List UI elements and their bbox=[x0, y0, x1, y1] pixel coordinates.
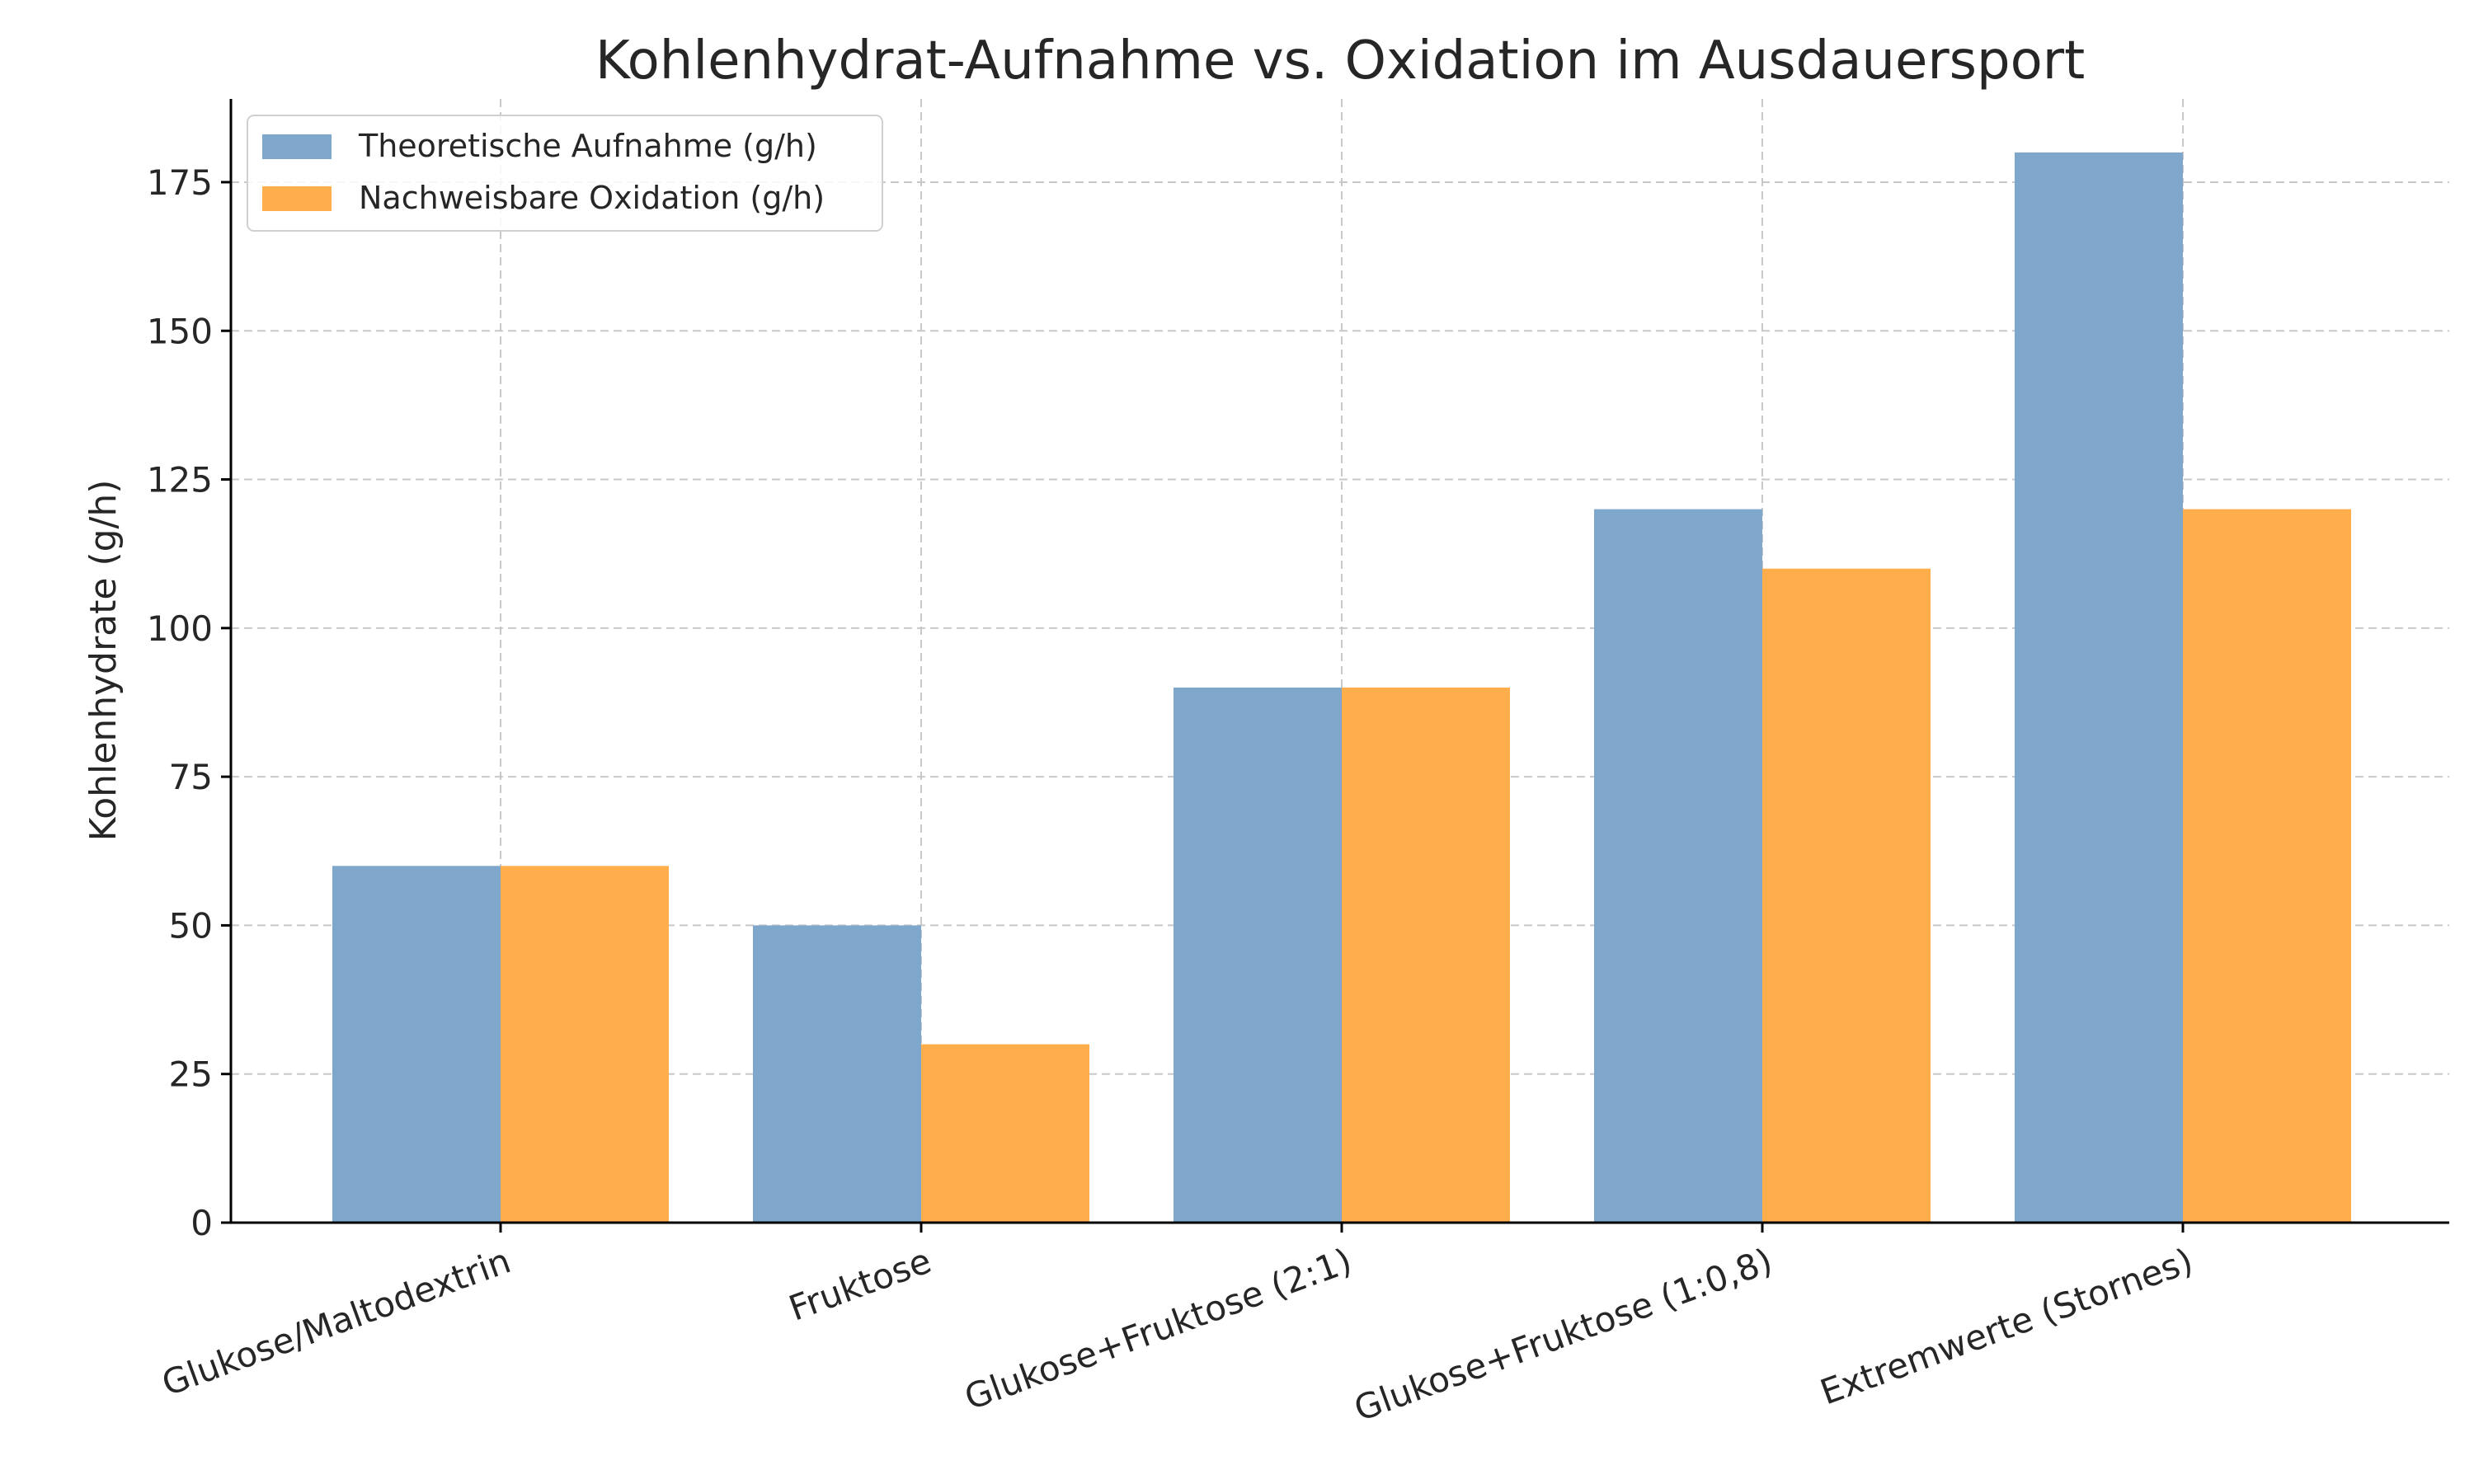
legend-swatch-nachweisbare-oxidation bbox=[262, 186, 332, 211]
y-axis-ticks: 0 25 50 75 100 125 150 175 bbox=[147, 162, 231, 1243]
y-tick-label: 0 bbox=[190, 1203, 213, 1243]
y-tick-label: 150 bbox=[147, 311, 213, 351]
y-tick-label: 50 bbox=[169, 905, 213, 946]
y-tick-label: 100 bbox=[147, 608, 213, 649]
legend: Theoretische Aufnahme (g/h) Nachweisbare… bbox=[247, 115, 883, 232]
bars bbox=[332, 152, 2351, 1223]
legend-swatch-theoretische-aufnahme bbox=[262, 134, 332, 159]
bar-nachweisbare-oxidation-g-h-fruktose bbox=[921, 1044, 1089, 1223]
bar-theoretische-aufnahme-g-h-fruktose bbox=[753, 925, 921, 1223]
bar-nachweisbare-oxidation-g-h-glukose-maltodextrin bbox=[501, 866, 669, 1223]
axes bbox=[229, 99, 2449, 1224]
y-tick-label: 75 bbox=[169, 757, 213, 797]
y-axis-label: Kohlenhydrate (g/h) bbox=[82, 480, 125, 842]
bar-nachweisbare-oxidation-g-h-glukose-fruktose-1-0-8 bbox=[1762, 568, 1931, 1223]
x-tick-label: Fruktose bbox=[783, 1240, 936, 1328]
bar-theoretische-aufnahme-g-h-extremwerte-stornes bbox=[2015, 152, 2183, 1223]
bar-nachweisbare-oxidation-g-h-extremwerte-stornes bbox=[2183, 509, 2351, 1223]
y-tick-label: 125 bbox=[147, 460, 213, 500]
legend-label-nachweisbare-oxidation: Nachweisbare Oxidation (g/h) bbox=[359, 180, 825, 216]
chart-title: Kohlenhydrat-Aufnahme vs. Oxidation im A… bbox=[595, 31, 2085, 92]
x-tick-label: Glukose+Fruktose (1:0,8) bbox=[1349, 1240, 1778, 1429]
legend-label-theoretische-aufnahme: Theoretische Aufnahme (g/h) bbox=[358, 128, 817, 164]
legend-frame bbox=[247, 115, 883, 232]
x-tick-label: Extremwerte (Stornes) bbox=[1815, 1240, 2199, 1412]
bar-theoretische-aufnahme-g-h-glukose-fruktose-1-0-8 bbox=[1594, 509, 1762, 1223]
y-tick-label: 25 bbox=[169, 1054, 213, 1095]
bar-theoretische-aufnahme-g-h-glukose-maltodextrin bbox=[332, 866, 501, 1223]
bar-theoretische-aufnahme-g-h-glukose-fruktose-2-1 bbox=[1174, 687, 1342, 1223]
x-tick-label: Glukose/Maltodextrin bbox=[157, 1240, 516, 1403]
bar-nachweisbare-oxidation-g-h-glukose-fruktose-2-1 bbox=[1342, 687, 1510, 1223]
x-axis-ticks: Glukose/Maltodextrin Fruktose Glukose+Fruk… bbox=[157, 1223, 2199, 1429]
y-tick-label: 175 bbox=[147, 162, 213, 203]
x-tick-label: Glukose+Fruktose (2:1) bbox=[959, 1240, 1357, 1417]
